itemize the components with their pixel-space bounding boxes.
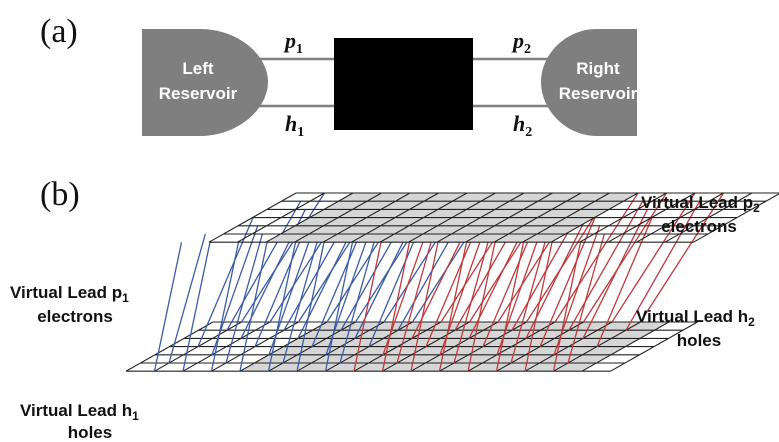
coupling-line-right xyxy=(438,242,468,372)
hole-lattice-column-line xyxy=(581,321,670,372)
left-reservoir-line2: Reservoir xyxy=(159,84,238,103)
coupling-line-right xyxy=(396,233,434,364)
scattering-region-box xyxy=(334,38,473,130)
electron-lattice-column-line xyxy=(522,192,610,243)
coupling-line-right xyxy=(625,200,701,331)
lead-p1-label-line1: Virtual Lead p1 xyxy=(10,283,129,305)
electron-lattice-column-line xyxy=(265,192,354,243)
electron-lattice-column-line xyxy=(351,192,439,243)
lead-wires xyxy=(258,57,552,108)
coupling-line-left xyxy=(182,242,211,372)
coupling-line-left xyxy=(197,217,254,347)
coupling-line-right xyxy=(524,242,553,372)
coupling-line-right xyxy=(381,242,411,372)
hole-lattice-column-line xyxy=(239,321,328,372)
coupling-line-right xyxy=(495,242,525,372)
electron-lattice-column-line xyxy=(294,192,382,243)
coupling-line-left xyxy=(267,242,297,372)
electron-lattice-column-line xyxy=(664,192,753,243)
left-reservoir xyxy=(142,29,268,136)
hole-lattice-column-line xyxy=(524,321,613,372)
lead-p1-label-line2: electrons xyxy=(37,307,113,326)
lead-h1-label-line1: Virtual Lead h1 xyxy=(20,401,139,423)
hole-lattice-column-line xyxy=(610,321,698,372)
lead-h1-label-line2: holes xyxy=(68,423,112,442)
lead-h2-label-line1: Virtual Lead h2 xyxy=(636,307,755,329)
hole-lattice-column-line xyxy=(125,321,214,372)
coupling-line-left xyxy=(225,233,263,364)
hole-lattice-column-line xyxy=(467,321,556,372)
coupling-line-left xyxy=(324,242,354,372)
coupling-line-right xyxy=(639,192,725,323)
hole-lattice-column-line xyxy=(296,321,385,372)
coupling-line-left xyxy=(226,200,302,331)
right-reservoir-line1: Right xyxy=(576,59,620,78)
mode-label-h1: h1 xyxy=(285,111,304,140)
hole-lattice-column-line xyxy=(182,321,271,372)
coupling-line-right xyxy=(582,192,668,323)
coupling-line-left xyxy=(168,233,206,364)
coupling-line-left xyxy=(339,233,377,364)
mode-label-p1: p1 xyxy=(283,28,303,57)
electron-lattice-column-line xyxy=(493,192,582,243)
mode-label-p2: p2 xyxy=(511,28,531,57)
electron-lattice-column-line xyxy=(379,192,468,243)
coupling-line-right xyxy=(410,242,439,372)
electron-lattice-column-line xyxy=(436,192,525,243)
electron-lattice-column-line xyxy=(579,192,667,243)
coupling-line-right xyxy=(552,242,582,372)
panel-a-label: (a) xyxy=(40,13,78,50)
electron-lattice-column-line xyxy=(636,192,724,243)
lead-h2-label-line2: holes xyxy=(677,331,721,350)
coupling-line-left xyxy=(153,242,183,372)
coupling-line-right xyxy=(510,233,548,364)
lead-p2-label-line1: Virtual Lead p2 xyxy=(641,193,760,215)
hole-lattice-layer xyxy=(125,321,698,372)
electron-lattice-column-line xyxy=(550,192,639,243)
hole-lattice-column-line xyxy=(353,321,442,372)
coupling-line-left xyxy=(239,242,268,372)
electron-lattice-column-line xyxy=(408,192,496,243)
coupling-line-left xyxy=(210,242,240,372)
coupling-line-right xyxy=(611,192,696,323)
electron-lattice-column-line xyxy=(322,192,411,243)
coupling-line-right xyxy=(453,233,491,364)
coupling-line-right xyxy=(467,242,496,372)
electron-lattice-column-line xyxy=(237,192,325,243)
electron-lattice-column-line xyxy=(607,192,696,243)
hole-lattice-column-line xyxy=(410,321,499,372)
coupling-line-right xyxy=(353,242,382,372)
panel-b-label: (b) xyxy=(40,176,80,213)
electron-lattice-column-line xyxy=(465,192,553,243)
electron-lattice-column-line xyxy=(208,192,297,243)
electron-lattice-column-line xyxy=(693,193,779,243)
electron-lattice-layer xyxy=(208,192,779,243)
lead-p2-label-line2: electrons xyxy=(661,217,737,236)
right-reservoir xyxy=(541,29,637,136)
left-reservoir-line1: Left xyxy=(182,59,214,78)
right-reservoir-line2: Reservoir xyxy=(559,84,638,103)
coupling-line-right xyxy=(568,200,644,331)
coupling-line-left xyxy=(282,233,320,364)
mode-label-h2: h2 xyxy=(513,111,532,140)
coupling-line-right xyxy=(567,233,605,364)
coupling-line-left xyxy=(296,242,325,372)
coupling-line-right xyxy=(582,209,648,339)
